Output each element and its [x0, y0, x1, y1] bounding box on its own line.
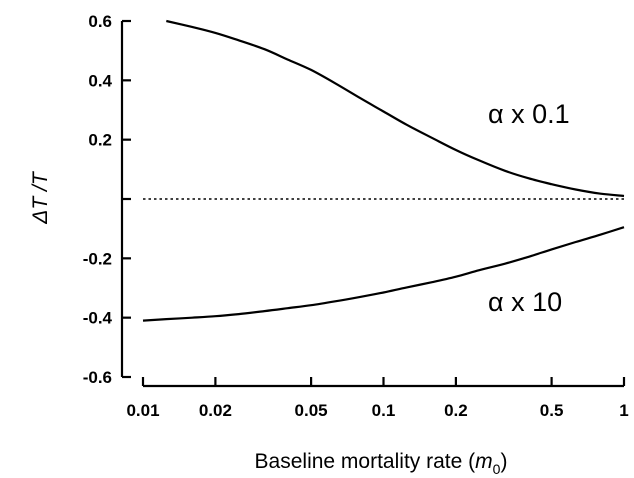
y-tick-label-2: 0.2 [88, 131, 112, 150]
x-tick-label-1: 0.02 [199, 401, 232, 420]
axes: 0.6 0.4 0.2 -0.2 -0.4 -0.6 0.01 0.02 0.05 0.1 0.2 0… [83, 12, 629, 420]
series-line-1 [142, 226, 625, 322]
y-tick-label-5: -0.4 [83, 309, 113, 328]
x-tick-label-2: 0.05 [295, 401, 328, 420]
series-label-alpha-x-0-1: α x 0.1 [488, 99, 570, 129]
x-tick-label-6: 1 [619, 401, 628, 420]
x-axis-title: Baseline mortality rate (m0) [255, 450, 508, 477]
y-tick-label-0: 0.6 [88, 12, 112, 31]
y-tick-label-1: 0.4 [88, 71, 112, 90]
series-group [142, 19, 625, 322]
y-tick-label-4: -0.2 [83, 249, 112, 268]
series-label-alpha-x-10: α x 10 [488, 287, 562, 317]
series-line-0 [166, 19, 625, 198]
y-axis-title: ΔT /T [29, 170, 52, 225]
x-tick-label-0: 0.01 [126, 401, 159, 420]
y-tick-label-6: -0.6 [83, 368, 112, 387]
x-tick-label-5: 0.5 [540, 401, 564, 420]
x-axis-title-prefix: Baseline mortality rate ( [255, 450, 476, 473]
x-tick-label-4: 0.2 [444, 401, 468, 420]
x-axis-title-variable: m [475, 450, 493, 473]
x-tick-label-3: 0.1 [372, 401, 396, 420]
labels-group: α x 0.1 α x 10 ΔT /T Baseline mortality … [29, 99, 570, 477]
x-axis-title-subscript: 0 [493, 461, 501, 477]
x-axis-title-suffix: ) [500, 450, 507, 473]
